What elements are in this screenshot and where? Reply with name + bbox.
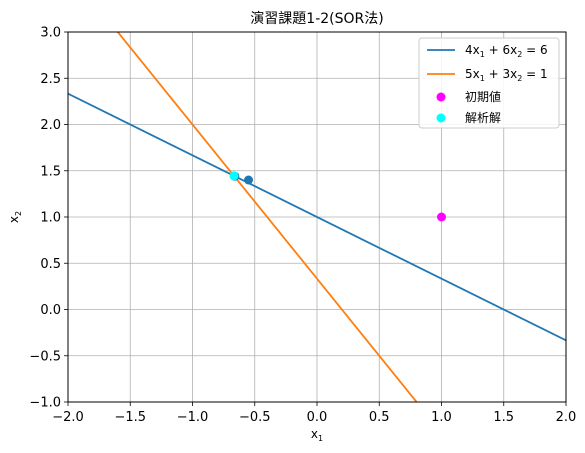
x-tick-label: 1.0 xyxy=(431,410,452,425)
y-tick-label: 3.0 xyxy=(40,26,61,41)
iteration-point xyxy=(244,175,254,185)
y-tick-label: −1.0 xyxy=(29,396,61,411)
x-tick-label: 2.0 xyxy=(556,410,577,425)
y-tick-label: 0.0 xyxy=(40,303,61,318)
x-tick-label: −1.0 xyxy=(177,410,209,425)
x-tick-label: 1.5 xyxy=(493,410,514,425)
x-tick-label: −1.5 xyxy=(114,410,146,425)
y-tick-label: 2.5 xyxy=(40,72,61,87)
y-tick-label: 1.5 xyxy=(40,164,61,179)
y-axis-label: x2 xyxy=(7,211,23,223)
legend-entry-initial: 初期値 xyxy=(465,89,501,104)
legend-entry-line-2: 5x1 + 3x2 = 1 xyxy=(465,67,548,83)
y-tick-label: 0.5 xyxy=(40,257,61,272)
x-tick-label: 0.0 xyxy=(307,410,328,425)
chart-title: 演習課題1-2(SOR法) xyxy=(250,11,383,27)
series-line-1 xyxy=(68,92,566,342)
legend-marker-initial xyxy=(436,92,446,102)
x-tick-label: −2.0 xyxy=(52,410,84,425)
series-layer xyxy=(68,32,566,402)
legend-entry-line-1: 4x1 + 6x2 = 6 xyxy=(465,43,548,59)
x-tick-label: 0.5 xyxy=(369,410,390,425)
series-line-2 xyxy=(116,32,418,402)
legend-box xyxy=(418,37,560,129)
analytic-solution-point xyxy=(229,171,239,181)
legend-marker-analytic xyxy=(436,113,446,123)
x-tick-label: −0.5 xyxy=(239,410,271,425)
legend-entry-analytic: 解析解 xyxy=(465,111,501,125)
legend: 4x1 + 6x2 = 6 5x1 + 3x2 = 1 初期値 解析解 xyxy=(418,37,560,129)
initial-value-point xyxy=(437,212,446,222)
points-layer xyxy=(229,171,446,222)
y-tick-label: 1.0 xyxy=(40,211,61,226)
y-tick-label: −0.5 xyxy=(29,349,61,364)
x-axis-label: x1 xyxy=(311,427,323,443)
ticks: −2.0 −1.5 −1.0 −0.5 0.0 0.5 1.0 1.5 2.0 −1.0 −0.5 0… xyxy=(29,26,576,426)
y-tick-label: 2.0 xyxy=(40,118,61,133)
